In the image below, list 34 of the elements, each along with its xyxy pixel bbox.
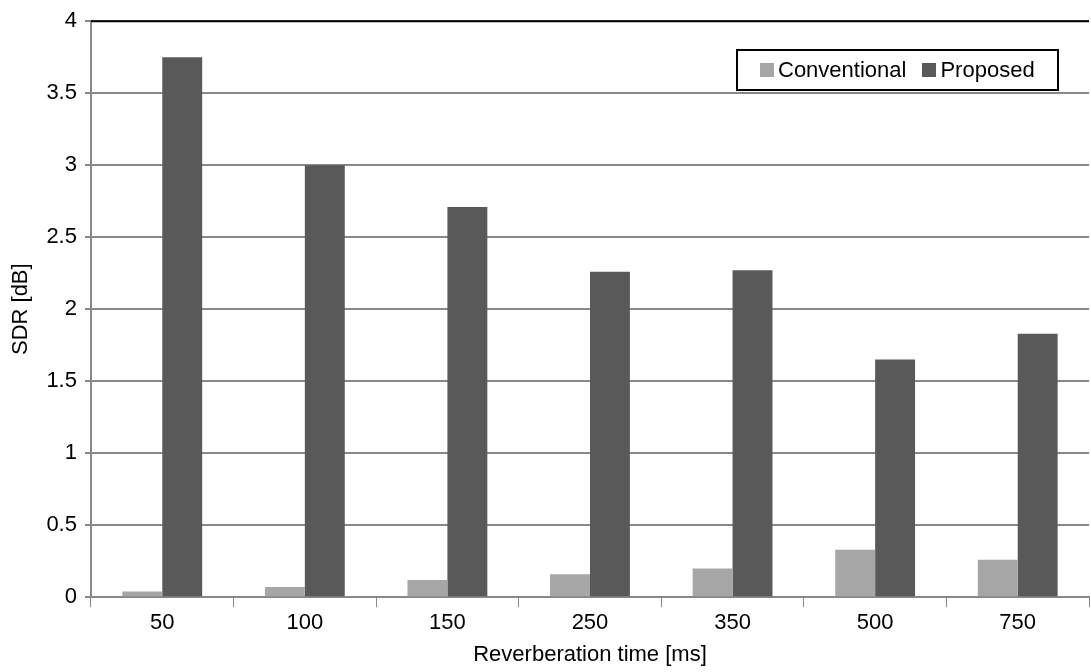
bar bbox=[162, 57, 203, 597]
y-tick-label: 1 bbox=[64, 439, 77, 465]
bar bbox=[304, 165, 345, 597]
bar bbox=[977, 559, 1018, 597]
y-tick-label: 0.5 bbox=[46, 511, 77, 537]
bar bbox=[875, 359, 916, 597]
y-tick-label: 2.5 bbox=[46, 223, 77, 249]
y-tick-label: 3.5 bbox=[46, 79, 77, 105]
bar bbox=[692, 568, 733, 597]
x-tick-label: 100 bbox=[286, 609, 324, 635]
x-tick-label: 50 bbox=[150, 609, 175, 635]
legend-label: Conventional bbox=[778, 57, 907, 84]
x-tick-label: 350 bbox=[714, 609, 751, 635]
y-axis-title: SDR [dB] bbox=[7, 263, 33, 356]
bar bbox=[589, 271, 630, 597]
x-tick-label: 250 bbox=[571, 609, 609, 635]
bar bbox=[264, 587, 305, 597]
y-tick-label: 2 bbox=[64, 295, 77, 321]
x-tick-label: 150 bbox=[429, 609, 466, 635]
x-axis-title: Reverberation time [ms] bbox=[473, 640, 707, 666]
bar bbox=[550, 574, 590, 597]
bar bbox=[835, 549, 876, 597]
x-tick-label: 750 bbox=[999, 609, 1037, 635]
y-tick-label: 1.5 bbox=[46, 367, 77, 393]
y-tick-label: 3 bbox=[64, 151, 77, 177]
bar bbox=[447, 206, 488, 597]
bar bbox=[122, 591, 163, 597]
y-tick-label: 4 bbox=[64, 7, 77, 33]
x-tick-label: 500 bbox=[856, 609, 894, 635]
y-tick-label: 0 bbox=[64, 583, 77, 609]
bar bbox=[1017, 333, 1058, 597]
legend-label: Proposed bbox=[940, 57, 1035, 84]
bar bbox=[732, 270, 773, 597]
bar bbox=[407, 579, 448, 597]
